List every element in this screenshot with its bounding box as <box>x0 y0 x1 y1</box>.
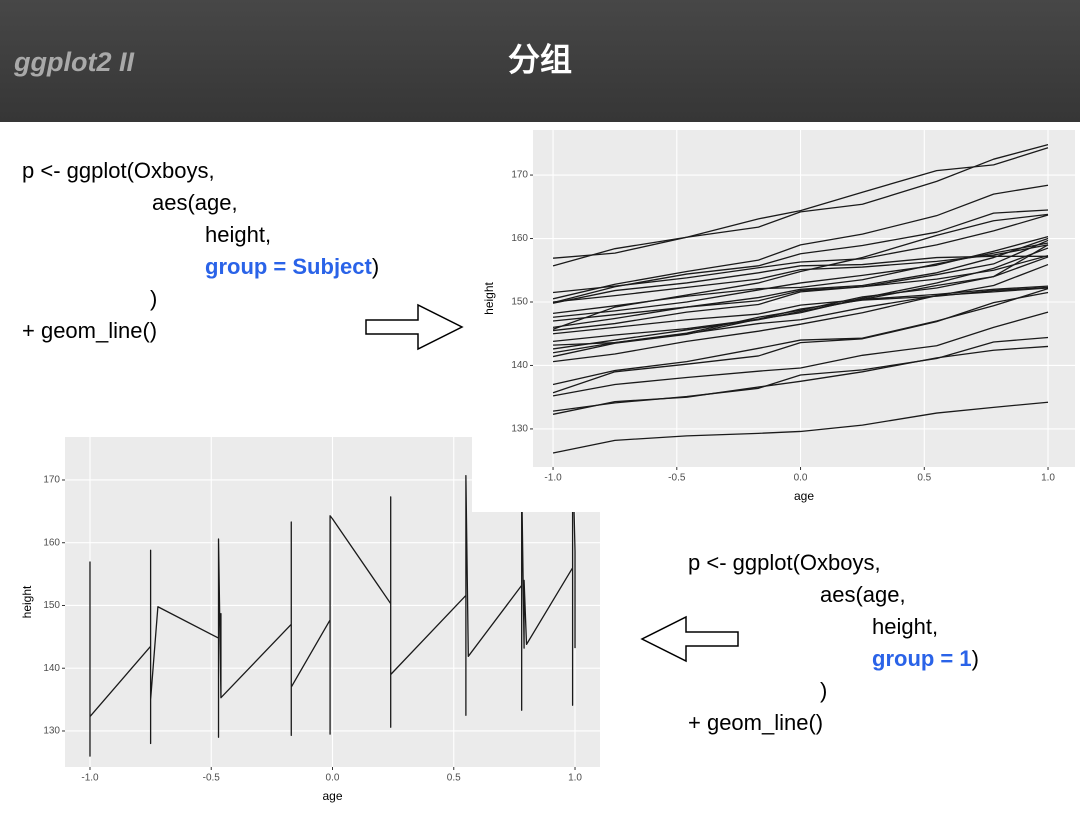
data-line <box>552 263 1049 363</box>
y-tick-label: 170 <box>43 475 60 486</box>
header-bar <box>0 0 1080 122</box>
code-line: p <- ggplot(Oxboys, <box>688 550 881 575</box>
header-title: 分组 <box>508 41 572 77</box>
x-tick-label: 1.0 <box>1041 473 1055 484</box>
x-tick-label: -0.5 <box>668 473 686 484</box>
data-line <box>552 336 1049 412</box>
y-tick-label: 130 <box>511 424 528 435</box>
x-tick-label: 0.0 <box>326 773 340 784</box>
code-line: ) <box>820 678 827 703</box>
x-tick-label: 0.0 <box>794 473 808 484</box>
code-rest: ) <box>972 646 979 671</box>
data-line <box>552 288 1049 386</box>
code-line: + geom_line() <box>22 318 157 343</box>
code-bottom: p <- ggplot(Oxboys, aes(age, height, gro… <box>688 550 979 735</box>
y-tick-label: 160 <box>511 233 528 244</box>
y-axis-label: height <box>20 585 34 618</box>
x-axis-label: age <box>322 789 342 803</box>
data-line <box>89 447 576 757</box>
x-axis-label: age <box>794 489 814 503</box>
data-line <box>552 235 1049 318</box>
code-line: group = 1) <box>872 646 979 671</box>
y-tick-label: 160 <box>43 537 60 548</box>
data-line <box>552 214 1049 294</box>
data-line <box>552 255 1049 332</box>
code-line: height, <box>205 222 271 247</box>
data-line <box>552 244 1049 350</box>
data-line <box>552 147 1049 259</box>
code-highlight: group = Subject <box>205 254 373 279</box>
data-line <box>552 209 1049 304</box>
y-tick-label: 150 <box>511 297 528 308</box>
data-line <box>552 255 1049 304</box>
data-line <box>552 184 1049 300</box>
code-line: p <- ggplot(Oxboys, <box>22 158 215 183</box>
x-tick-label: 1.0 <box>568 773 582 784</box>
code-top: p <- ggplot(Oxboys, aes(age, height, gro… <box>22 158 379 343</box>
y-tick-label: 140 <box>511 360 528 371</box>
x-tick-label: -1.0 <box>81 773 99 784</box>
arrow-right <box>365 303 464 351</box>
x-tick-label: -0.5 <box>203 773 221 784</box>
code-rest: ) <box>372 254 379 279</box>
data-line <box>552 239 1049 329</box>
charts: 130 140 150 160 170 -1.0 -0.5 0.0 0.5 1.0 age heigh… <box>0 126 1080 809</box>
code-line: group = Subject) <box>205 254 379 279</box>
data-line <box>552 286 1049 342</box>
code-line: + geom_line() <box>688 710 823 735</box>
header-subtitle: ggplot2 II <box>13 47 134 77</box>
data-line <box>552 213 1049 330</box>
arrow-left <box>640 615 739 663</box>
code-line: ) <box>150 286 157 311</box>
x-tick-label: 0.5 <box>447 773 461 784</box>
y-tick-label: 150 <box>43 600 60 611</box>
x-tick-label: 0.5 <box>917 473 931 484</box>
data-line <box>552 311 1049 397</box>
y-tick-label: 140 <box>43 663 60 674</box>
plot-panel <box>533 130 1075 467</box>
code-highlight: group = 1 <box>872 646 972 671</box>
code-line: aes(age, <box>152 190 238 215</box>
y-tick-label: 130 <box>43 726 60 737</box>
data-line <box>552 237 1049 322</box>
code-line: aes(age, <box>820 582 906 607</box>
data-line <box>552 401 1049 454</box>
code-line: height, <box>872 614 938 639</box>
data-line <box>552 285 1049 335</box>
data-line <box>552 291 1049 394</box>
y-axis-label: height <box>482 281 496 314</box>
x-tick-label: -1.0 <box>544 473 562 484</box>
y-tick-label: 170 <box>511 170 528 181</box>
